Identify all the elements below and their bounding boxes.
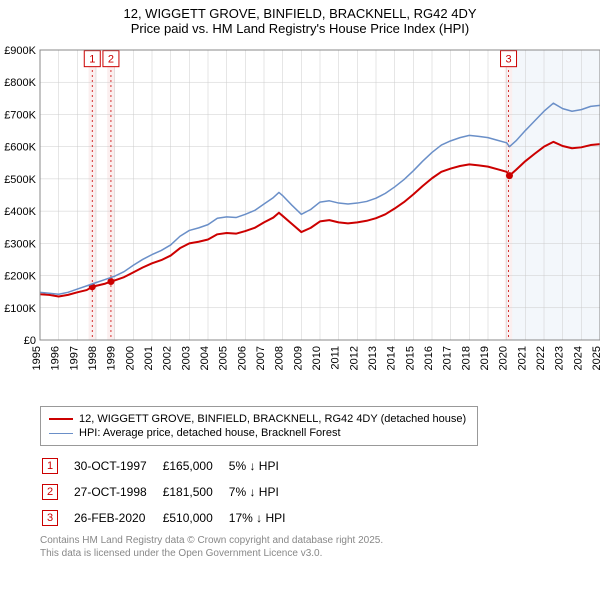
- chart-svg: £0 £100K £200K £300K £400K £500K £600K £700K £80…: [0, 40, 600, 400]
- legend-row-property: 12, WIGGETT GROVE, BINFIELD, BRACKNELL, …: [49, 413, 469, 425]
- svg-text:2013: 2013: [367, 346, 379, 370]
- marker-row: 2 27-OCT-1998£181,5007% ↓ HPI: [42, 480, 299, 504]
- svg-text:2019: 2019: [479, 346, 491, 370]
- marker-pct: 17% ↓ HPI: [229, 506, 300, 530]
- marker-price: £181,500: [163, 480, 227, 504]
- svg-text:1: 1: [89, 54, 95, 66]
- marker-price: £165,000: [163, 454, 227, 478]
- svg-text:1995: 1995: [31, 346, 43, 370]
- svg-text:£900K: £900K: [4, 45, 36, 57]
- legend-row-hpi: HPI: Average price, detached house, Brac…: [49, 427, 469, 439]
- svg-text:2003: 2003: [180, 346, 192, 370]
- marker-num: 1: [42, 458, 58, 474]
- svg-text:1999: 1999: [106, 346, 118, 370]
- svg-text:£100K: £100K: [4, 303, 36, 315]
- svg-text:1997: 1997: [68, 346, 80, 370]
- svg-text:2023: 2023: [554, 346, 566, 370]
- marker-date: 26-FEB-2020: [74, 506, 161, 530]
- marker-num: 2: [42, 484, 58, 500]
- svg-text:£400K: £400K: [4, 206, 36, 218]
- svg-text:£200K: £200K: [4, 271, 36, 283]
- marker-num-cell: 3: [42, 506, 72, 530]
- svg-text:£0: £0: [24, 335, 36, 347]
- svg-text:2018: 2018: [460, 346, 472, 370]
- svg-text:2004: 2004: [199, 346, 211, 370]
- svg-text:2015: 2015: [404, 346, 416, 370]
- svg-text:3: 3: [505, 54, 511, 66]
- svg-text:£800K: £800K: [4, 77, 36, 89]
- attribution-line2: This data is licensed under the Open Gov…: [40, 547, 600, 560]
- legend-label-hpi: HPI: Average price, detached house, Brac…: [79, 427, 341, 439]
- marker-date: 27-OCT-1998: [74, 480, 161, 504]
- svg-text:2014: 2014: [386, 346, 398, 370]
- marker-pct: 7% ↓ HPI: [229, 480, 300, 504]
- markers-table: 1 30-OCT-1997£165,0005% ↓ HPI 2 27-OCT-1998…: [40, 452, 301, 532]
- attribution-line1: Contains HM Land Registry data © Crown c…: [40, 534, 600, 547]
- svg-text:£600K: £600K: [4, 142, 36, 154]
- title-line1: 12, WIGGETT GROVE, BINFIELD, BRACKNELL, …: [0, 6, 600, 21]
- marker-pct: 5% ↓ HPI: [229, 454, 300, 478]
- svg-text:1996: 1996: [50, 346, 62, 370]
- legend-swatch-blue: [49, 433, 73, 434]
- legend-label-property: 12, WIGGETT GROVE, BINFIELD, BRACKNELL, …: [79, 413, 466, 425]
- marker-date: 30-OCT-1997: [74, 454, 161, 478]
- svg-text:2000: 2000: [124, 346, 136, 370]
- svg-text:2010: 2010: [311, 346, 323, 370]
- svg-text:2001: 2001: [143, 346, 155, 370]
- marker-num: 3: [42, 510, 58, 526]
- svg-text:£500K: £500K: [4, 174, 36, 186]
- marker-num-cell: 1: [42, 454, 72, 478]
- svg-text:2016: 2016: [423, 346, 435, 370]
- svg-text:2022: 2022: [535, 346, 547, 370]
- svg-text:2021: 2021: [516, 346, 528, 370]
- svg-text:£700K: £700K: [4, 109, 36, 121]
- legend-swatch-red: [49, 418, 73, 420]
- legend-box: 12, WIGGETT GROVE, BINFIELD, BRACKNELL, …: [40, 406, 478, 446]
- svg-text:2017: 2017: [442, 346, 454, 370]
- svg-text:2002: 2002: [162, 346, 174, 370]
- svg-text:£300K: £300K: [4, 238, 36, 250]
- svg-text:2005: 2005: [218, 346, 230, 370]
- svg-text:2: 2: [108, 54, 114, 66]
- chart-container: 12, WIGGETT GROVE, BINFIELD, BRACKNELL, …: [0, 0, 600, 560]
- svg-text:2025: 2025: [591, 346, 600, 370]
- marker-price: £510,000: [163, 506, 227, 530]
- svg-text:2007: 2007: [255, 346, 267, 370]
- svg-text:2020: 2020: [498, 346, 510, 370]
- chart-area: £0 £100K £200K £300K £400K £500K £600K £700K £80…: [0, 40, 600, 400]
- marker-row: 1 30-OCT-1997£165,0005% ↓ HPI: [42, 454, 299, 478]
- svg-text:2011: 2011: [330, 346, 342, 370]
- svg-text:2012: 2012: [348, 346, 360, 370]
- title-line2: Price paid vs. HM Land Registry's House …: [0, 21, 600, 36]
- marker-num-cell: 2: [42, 480, 72, 504]
- svg-text:2008: 2008: [274, 346, 286, 370]
- title-block: 12, WIGGETT GROVE, BINFIELD, BRACKNELL, …: [0, 0, 600, 40]
- svg-text:1998: 1998: [87, 346, 99, 370]
- svg-text:2024: 2024: [572, 346, 584, 370]
- svg-text:2006: 2006: [236, 346, 248, 370]
- svg-text:2009: 2009: [292, 346, 304, 370]
- attribution: Contains HM Land Registry data © Crown c…: [40, 534, 600, 560]
- marker-row: 3 26-FEB-2020£510,00017% ↓ HPI: [42, 506, 299, 530]
